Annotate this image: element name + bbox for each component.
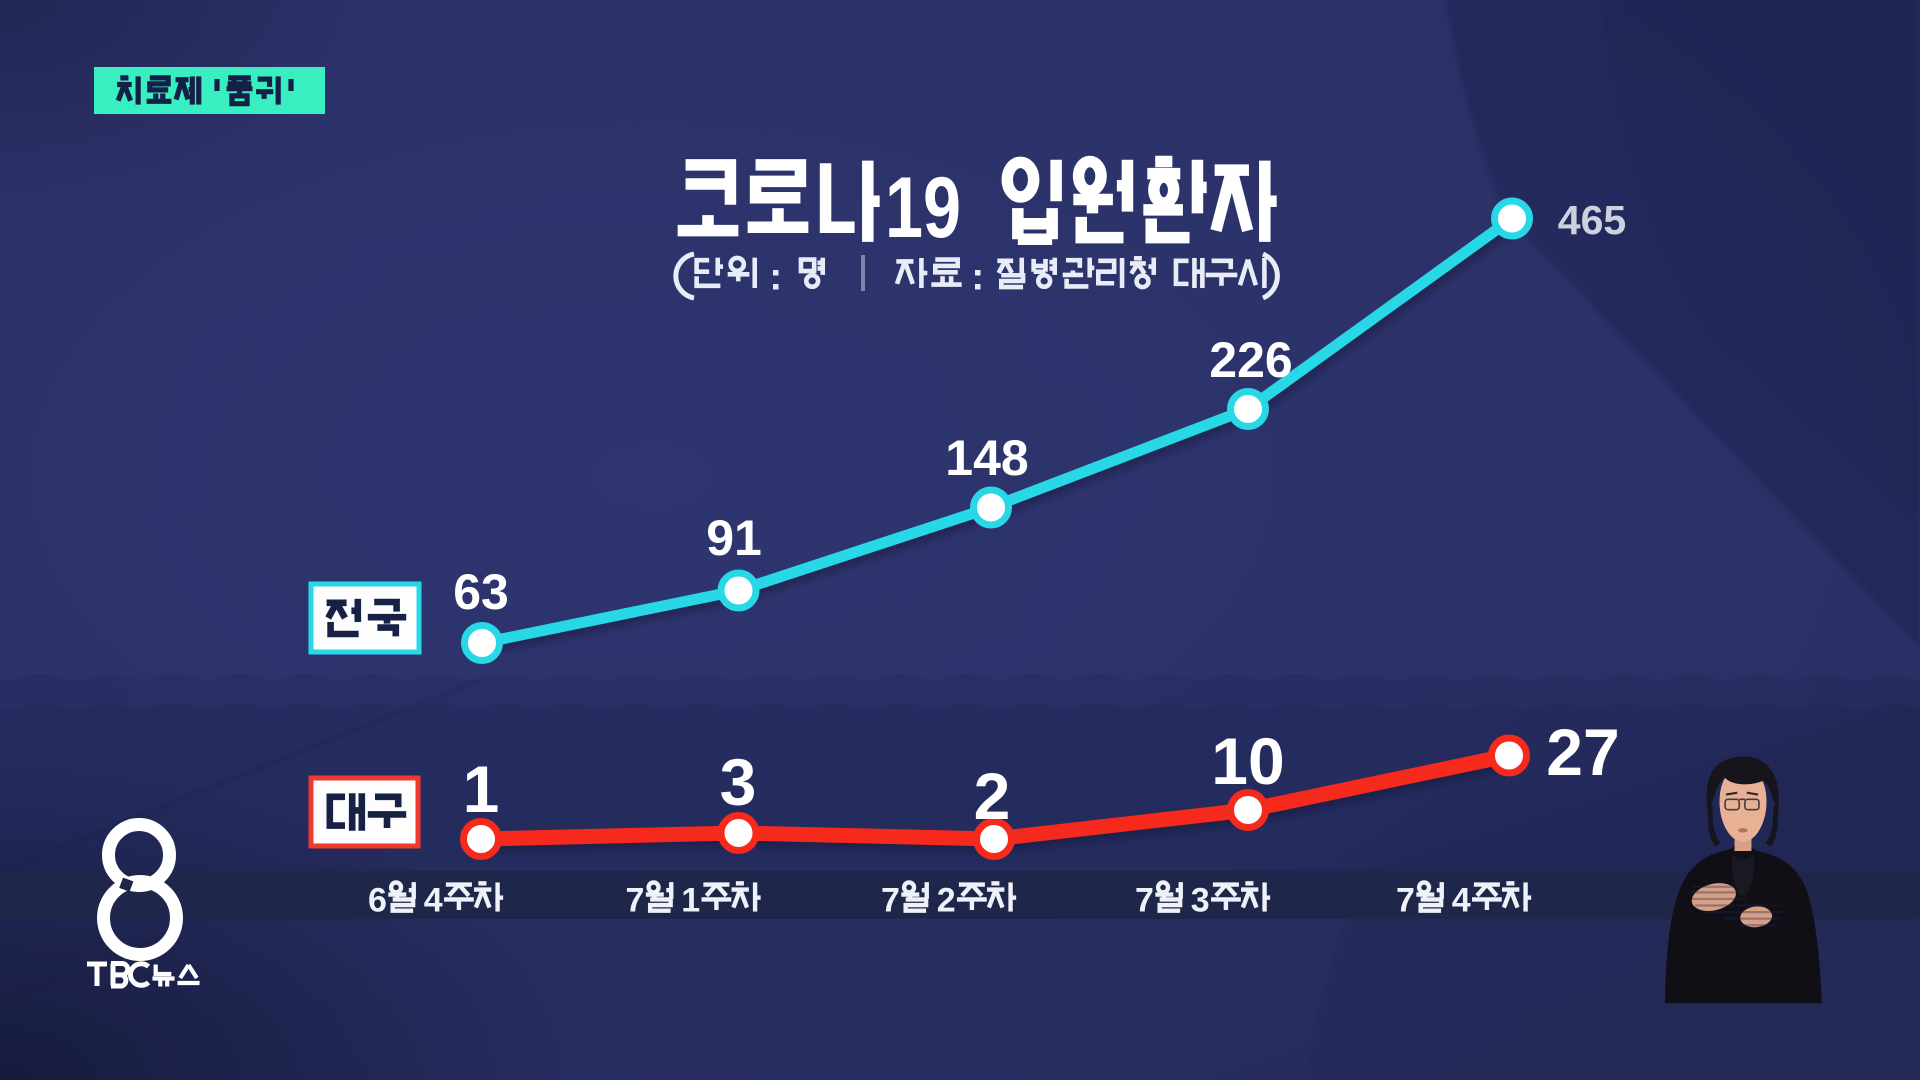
svg-text:226: 226	[1209, 332, 1292, 388]
svg-text:465: 465	[1558, 197, 1626, 243]
svg-text:7: 7	[626, 881, 645, 919]
svg-text:4: 4	[424, 881, 443, 919]
svg-text:27: 27	[1546, 715, 1619, 789]
svg-text:3: 3	[1191, 881, 1210, 919]
svg-text:3: 3	[720, 745, 757, 819]
svg-text:19: 19	[885, 161, 961, 256]
svg-text:1: 1	[463, 752, 500, 826]
svg-text:4: 4	[1452, 881, 1471, 919]
svg-text:91: 91	[706, 510, 762, 566]
svg-text:1: 1	[681, 881, 700, 919]
svg-text:7: 7	[1135, 881, 1154, 919]
svg-text:10: 10	[1211, 724, 1284, 798]
svg-text:2: 2	[937, 881, 956, 919]
svg-text:63: 63	[453, 564, 509, 620]
svg-text:7: 7	[1396, 881, 1415, 919]
svg-text:6: 6	[368, 881, 387, 919]
svg-text:2: 2	[974, 759, 1011, 833]
svg-text:148: 148	[945, 430, 1028, 486]
svg-text:7: 7	[881, 881, 900, 919]
